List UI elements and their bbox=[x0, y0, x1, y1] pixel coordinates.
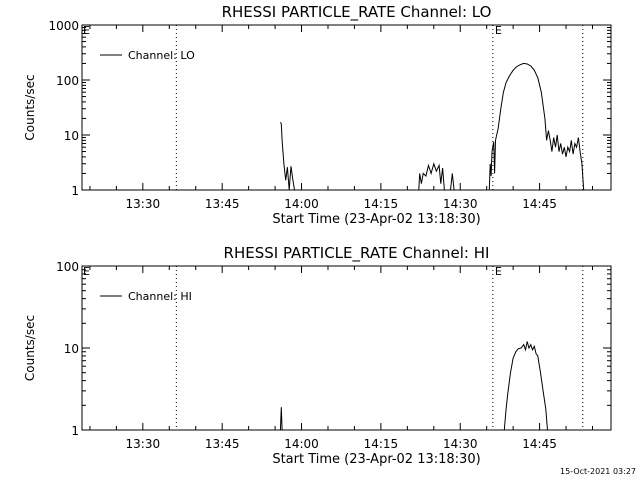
x-tick-label: 13:30 bbox=[126, 197, 161, 211]
panel-lo: RHESSI PARTICLE_RATE Channel: LO 13:30 13:… bbox=[23, 3, 612, 227]
y-tick-label: 1 bbox=[71, 424, 79, 438]
chart-title: RHESSI PARTICLE_RATE Channel: LO bbox=[222, 3, 492, 22]
series-line-segment bbox=[279, 407, 283, 431]
series-line-segment bbox=[418, 162, 445, 191]
x-axis-label: Start Time (23-Apr-02 13:18:30) bbox=[272, 452, 480, 467]
legend-label: Channel: LO bbox=[128, 49, 195, 62]
series-line-segment bbox=[279, 122, 295, 191]
x-tick-label: 14:30 bbox=[443, 197, 478, 211]
x-tick-label: 14:45 bbox=[522, 437, 557, 451]
chart-title: RHESSI PARTICLE_RATE Channel: HI bbox=[224, 244, 490, 263]
x-tick-label: 14:30 bbox=[443, 437, 478, 451]
y-tick-label: 10 bbox=[64, 342, 79, 356]
series-line-segment bbox=[488, 62, 585, 191]
edge-marker-label: E bbox=[83, 24, 90, 37]
x-tick-label: 13:45 bbox=[205, 437, 240, 451]
y-tick-label: 10 bbox=[64, 129, 79, 143]
y-tick-label: 100 bbox=[56, 260, 79, 274]
panel-hi: RHESSI PARTICLE_RATE Channel: HI 13:30 13:… bbox=[23, 244, 612, 467]
y-tick-label: 1 bbox=[71, 184, 79, 198]
x-tick-label: 14:15 bbox=[364, 197, 399, 211]
series-line-segment bbox=[503, 341, 548, 431]
y-tick-label: 1000 bbox=[48, 19, 79, 33]
y-axis-label: Counts/sec bbox=[23, 74, 37, 140]
event-marker-label: E bbox=[495, 24, 502, 37]
y-tick-label: 100 bbox=[56, 74, 79, 88]
x-tick-label: 14:15 bbox=[364, 437, 399, 451]
x-tick-label: 14:00 bbox=[284, 197, 319, 211]
x-axis-label: Start Time (23-Apr-02 13:18:30) bbox=[272, 212, 480, 227]
legend-label: Channel: HI bbox=[128, 290, 192, 303]
x-tick-label: 14:00 bbox=[284, 437, 319, 451]
edge-marker-label: E bbox=[83, 265, 90, 278]
x-tick-label: 13:30 bbox=[126, 437, 161, 451]
y-axis-label: Counts/sec bbox=[23, 315, 37, 381]
plot-frame bbox=[81, 24, 612, 191]
timestamp-label: 15-Oct-2021 03:27 bbox=[560, 467, 636, 476]
x-tick-label: 14:45 bbox=[522, 197, 557, 211]
x-tick-label: 13:45 bbox=[205, 197, 240, 211]
event-marker-label: E bbox=[495, 265, 502, 278]
series-line-segment bbox=[450, 173, 455, 191]
